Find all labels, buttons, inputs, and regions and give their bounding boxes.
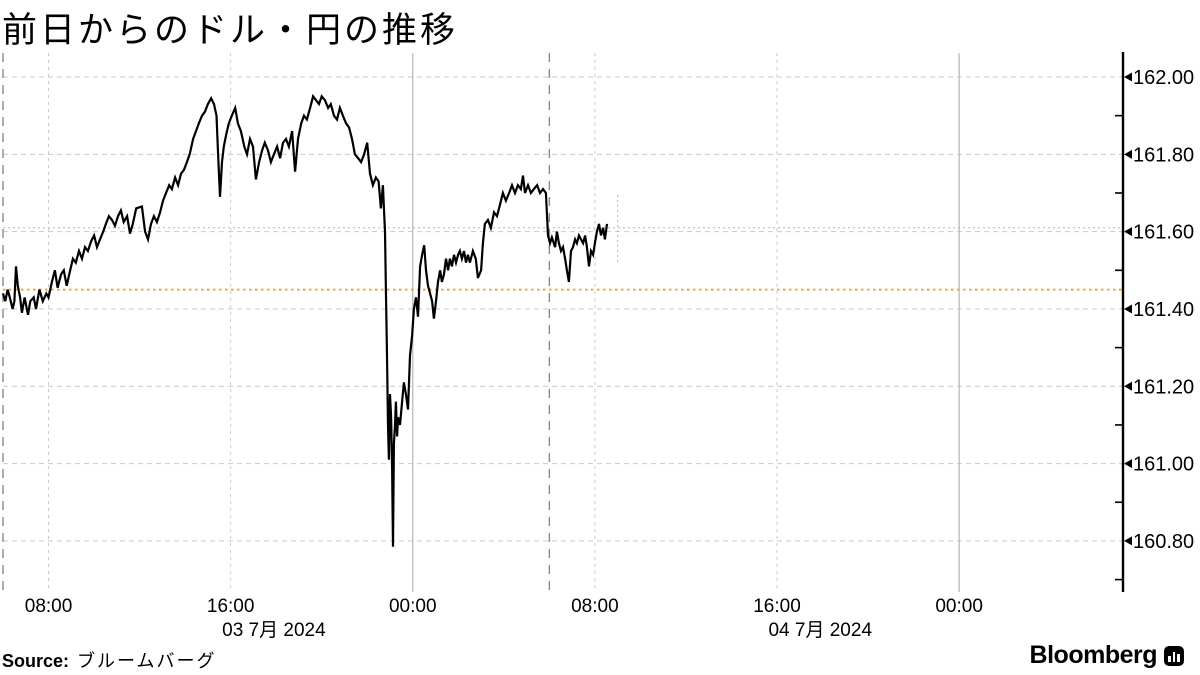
y-tick-label: 161.80: [1133, 144, 1194, 166]
y-tick-label: 162.00: [1133, 67, 1194, 89]
y-tick-arrow: [1124, 149, 1132, 159]
x-tick-label: 08:00: [25, 596, 73, 617]
x-tick-label: 16:00: [753, 596, 801, 617]
x-tick-label: 16:00: [207, 596, 255, 617]
y-tick-label: 161.20: [1133, 376, 1194, 398]
y-tick-arrow: [1124, 227, 1132, 237]
y-tick-label: 161.00: [1133, 454, 1194, 476]
y-tick-arrow: [1124, 72, 1132, 82]
bloomberg-wordmark: Bloomberg: [1029, 641, 1158, 669]
bloomberg-terminal-icon: [1164, 645, 1184, 666]
x-tick-label: 00:00: [389, 596, 437, 617]
y-tick-arrow: [1124, 381, 1132, 391]
source-attribution: Source: ブルームバーグ: [2, 647, 217, 673]
y-tick-label: 161.60: [1133, 222, 1194, 244]
x-tick-label: 08:00: [571, 596, 619, 617]
y-tick-label: 161.40: [1133, 299, 1194, 321]
chart-title: 前日からのドル・円の推移: [2, 11, 459, 50]
y-tick-label: 160.80: [1133, 531, 1194, 553]
source-value: ブルームバーグ: [77, 651, 217, 671]
x-tick-label: 00:00: [935, 596, 983, 617]
x-date-label: 04 7月 2024: [768, 620, 872, 641]
y-tick-arrow: [1124, 536, 1132, 546]
x-date-label: 03 7月 2024: [222, 620, 326, 641]
source-label: Source:: [2, 651, 70, 671]
y-tick-arrow: [1124, 304, 1132, 314]
bloomberg-brand: Bloomberg: [1030, 641, 1184, 670]
price-line: [1, 93, 609, 547]
y-tick-arrow: [1124, 459, 1132, 469]
